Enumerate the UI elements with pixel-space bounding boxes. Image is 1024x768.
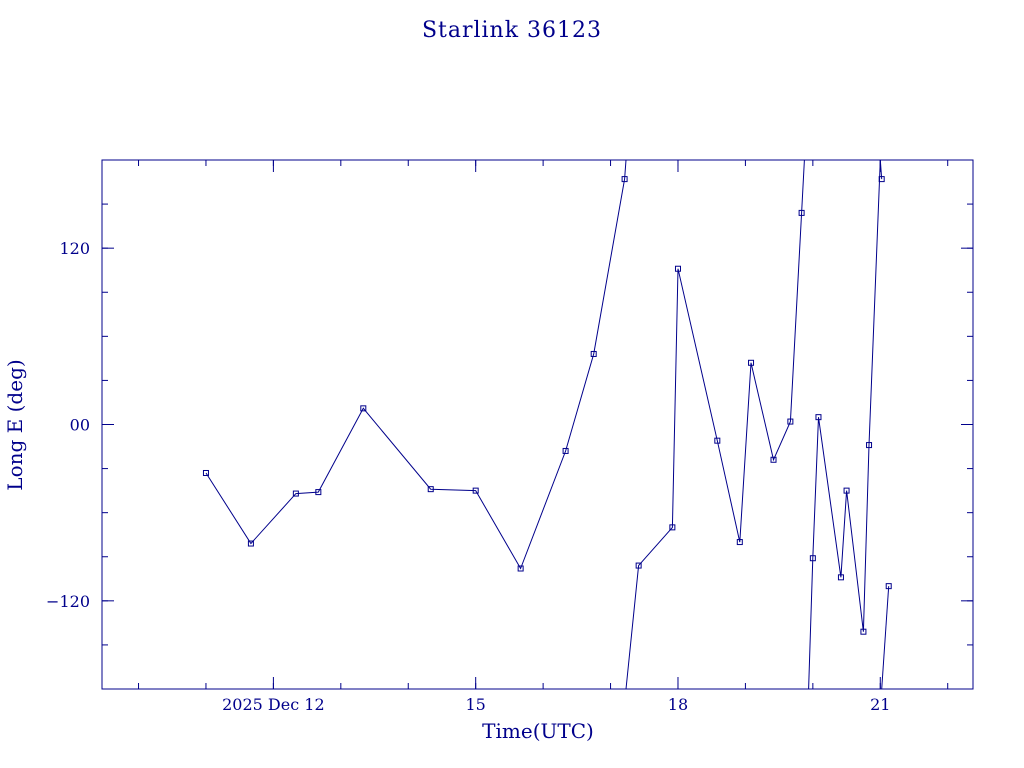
series-line <box>205 159 627 570</box>
data-point <box>866 442 873 449</box>
data-point <box>770 456 777 463</box>
data-point <box>878 176 885 183</box>
data-point <box>843 487 850 494</box>
data-point <box>562 447 569 454</box>
data-point <box>787 418 794 425</box>
x-tick-label: 21 <box>870 695 890 714</box>
x-axis-label: Time(UTC) <box>482 719 594 743</box>
series <box>202 159 892 690</box>
data-point <box>247 540 254 547</box>
data-point <box>292 490 299 497</box>
y-tick-label: −120 <box>46 592 90 611</box>
y-axis-label: Long E (deg) <box>3 359 27 490</box>
data-point <box>635 562 642 569</box>
data-point <box>517 565 524 572</box>
data-point <box>815 414 822 421</box>
series-line <box>625 159 805 690</box>
data-point <box>736 539 743 546</box>
data-point <box>472 487 479 494</box>
axes <box>101 159 974 690</box>
series-line <box>881 586 890 690</box>
plot-frame <box>101 159 974 690</box>
data-point <box>809 555 816 562</box>
series-layer <box>202 159 892 690</box>
ticks: 2025 Dec 12 15 18 21 120 00 −120 <box>46 160 973 714</box>
x-tick-label: 18 <box>668 695 688 714</box>
data-point <box>427 486 434 493</box>
data-point <box>669 524 676 531</box>
data-point <box>674 265 681 272</box>
data-point <box>860 628 867 635</box>
data-point <box>315 489 322 496</box>
chart-title: Starlink 36123 <box>422 18 602 43</box>
y-tick-label: 120 <box>59 239 90 258</box>
data-point <box>885 583 892 590</box>
data-point <box>748 359 755 366</box>
data-point <box>714 437 721 444</box>
x-tick-label: 2025 Dec 12 <box>222 695 325 714</box>
data-point <box>360 405 367 412</box>
x-tick-label: 15 <box>466 695 486 714</box>
data-point <box>798 209 805 216</box>
data-point <box>621 176 628 183</box>
y-tick-label: 00 <box>70 416 90 435</box>
data-point <box>837 574 844 581</box>
data-point <box>590 350 597 357</box>
series-line <box>808 159 883 690</box>
data-point <box>202 469 209 476</box>
